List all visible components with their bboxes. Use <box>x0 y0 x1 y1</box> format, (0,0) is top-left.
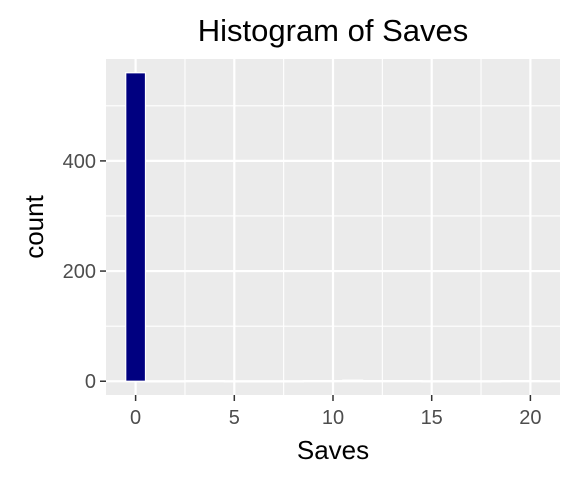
x-tick-label: 5 <box>229 407 240 429</box>
x-tick-label: 15 <box>421 407 443 429</box>
x-tick-label: 10 <box>322 407 344 429</box>
histogram-bar <box>243 380 265 383</box>
histogram-bar <box>283 380 304 383</box>
y-axis-ticks: 0 200 400 <box>63 151 106 393</box>
histogram-bars <box>125 72 541 383</box>
histogram-bar <box>322 380 344 382</box>
x-tick-label: 0 <box>130 407 141 429</box>
histogram-bar <box>500 380 522 382</box>
histogram-bar <box>184 380 206 382</box>
histogram-bar <box>144 380 166 383</box>
histogram-bar <box>223 380 245 383</box>
histogram-bar <box>440 380 462 383</box>
histogram-bar <box>342 379 364 382</box>
histogram-bar <box>480 380 502 383</box>
histogram-bar <box>362 380 383 382</box>
histogram-bar <box>519 380 541 382</box>
chart-title: Histogram of Saves <box>198 13 469 48</box>
histogram-bar <box>204 380 226 382</box>
histogram-bar <box>125 72 147 382</box>
histogram-bar <box>263 380 285 383</box>
x-tick-label: 20 <box>519 407 541 429</box>
histogram-bar <box>401 380 423 382</box>
histogram-bar <box>381 380 403 382</box>
y-tick-label: 0 <box>85 371 96 393</box>
y-axis-label: count <box>19 194 49 258</box>
histogram-bar <box>164 380 186 383</box>
y-tick-label: 200 <box>63 261 96 283</box>
x-axis-label: Saves <box>297 435 369 465</box>
histogram-bar <box>302 380 324 382</box>
histogram-bar <box>460 380 482 383</box>
y-tick-label: 400 <box>63 151 96 173</box>
x-axis-ticks: 0 5 10 15 20 <box>130 395 542 429</box>
histogram-bar <box>421 380 443 383</box>
